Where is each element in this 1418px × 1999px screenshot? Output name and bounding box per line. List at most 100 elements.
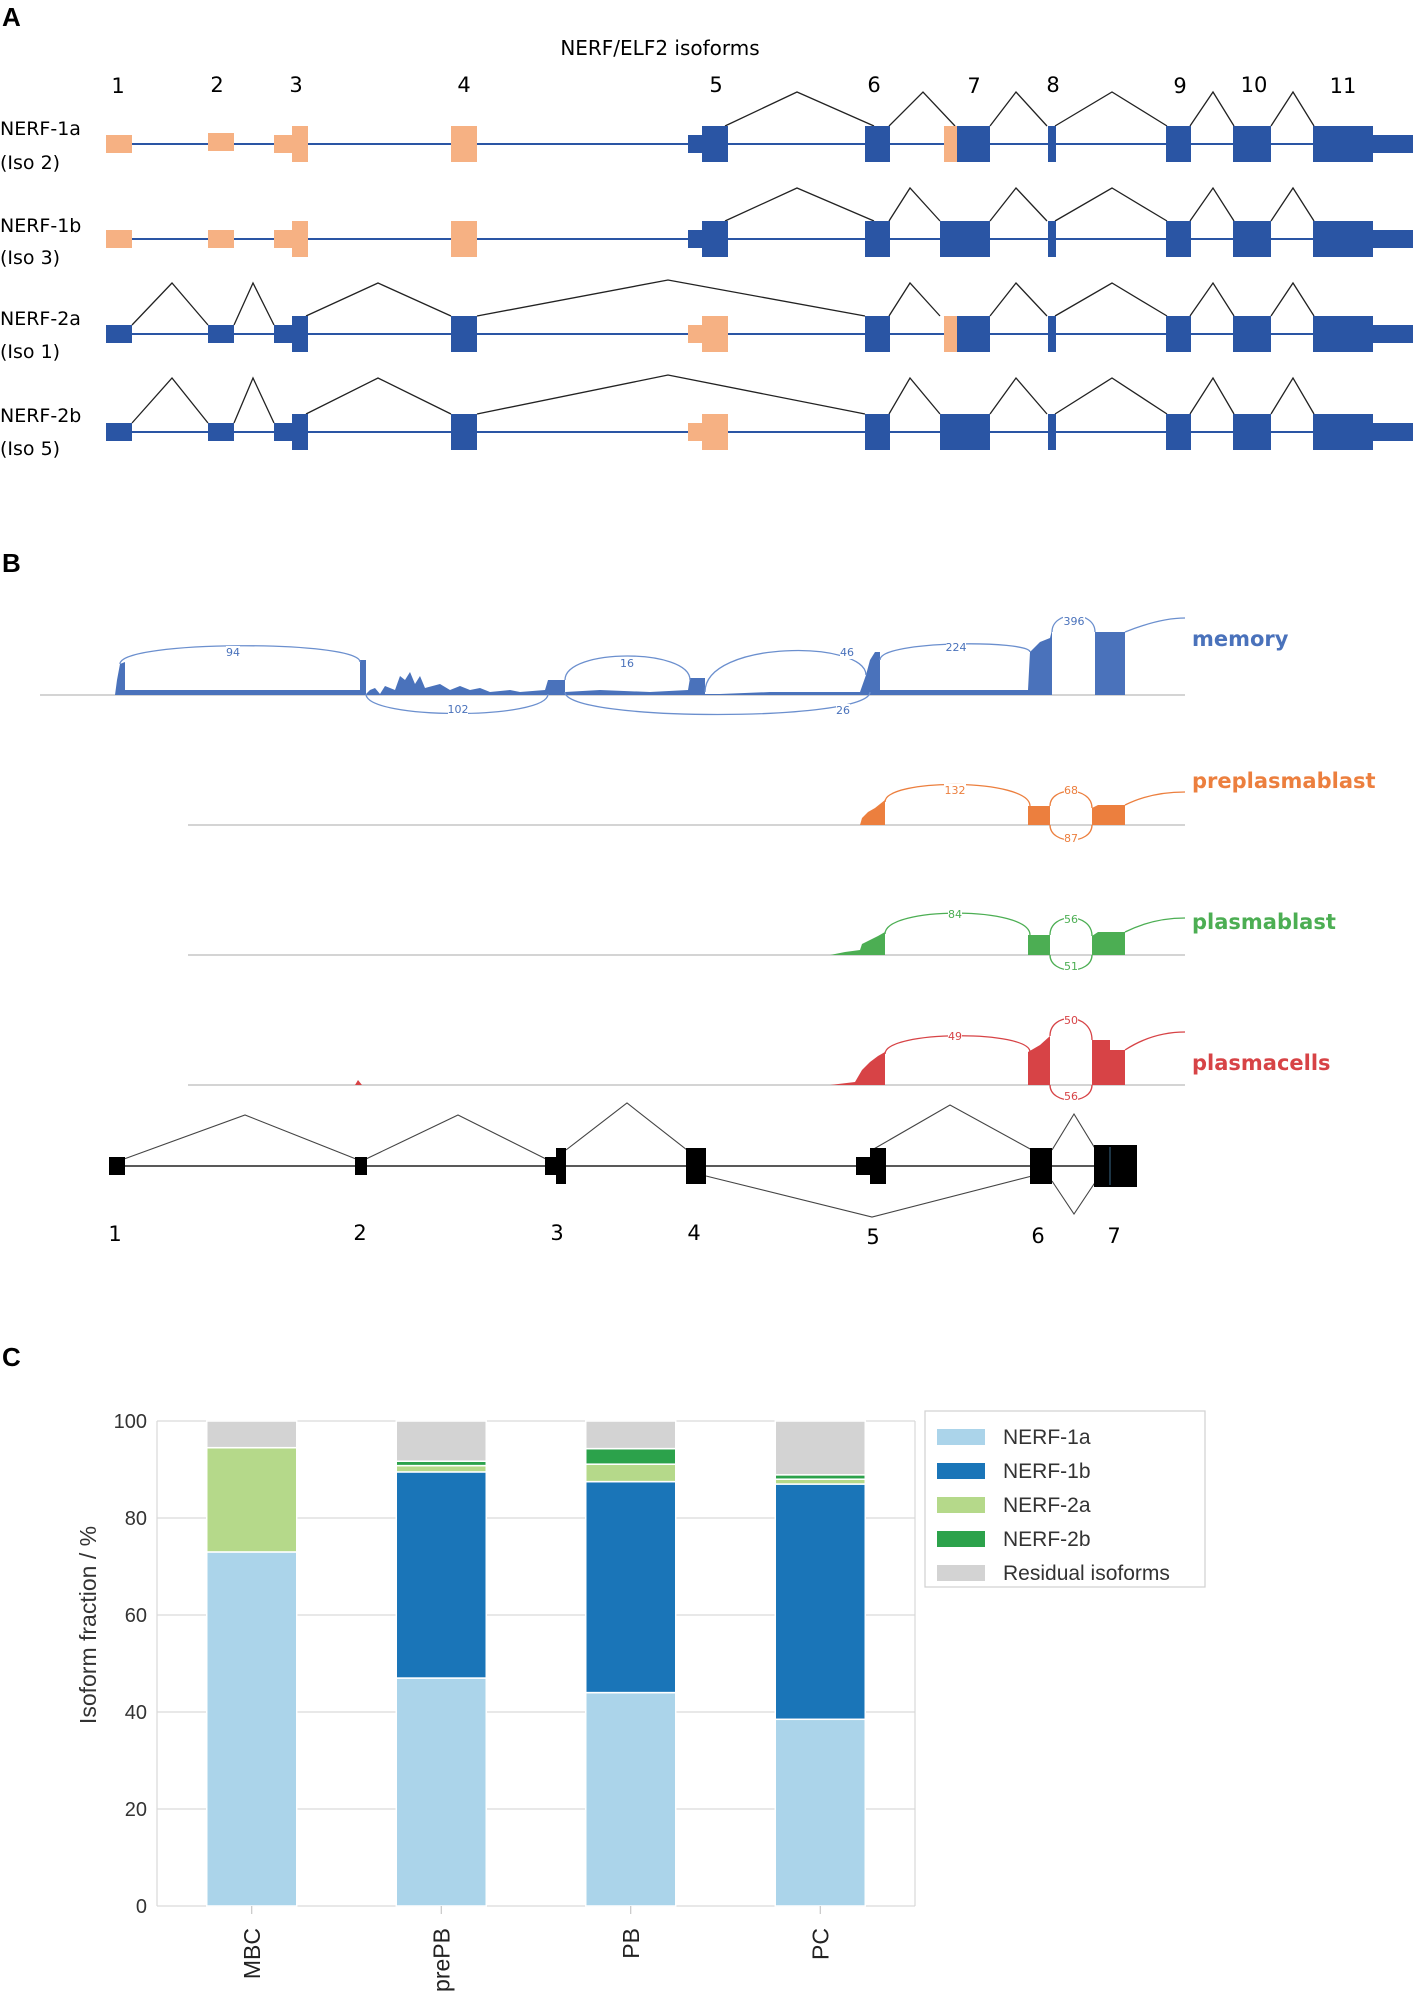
- gene-model: 1 2 3 4 5 6 7: [108, 1102, 1137, 1249]
- junction-count: 224: [946, 641, 967, 654]
- splice-arc: [989, 282, 1048, 317]
- splice-arc: [1051, 1180, 1097, 1215]
- exon-coding: [865, 414, 890, 450]
- y-tick-label: 0: [136, 1896, 147, 1918]
- coverage-area: [860, 800, 885, 825]
- legend-swatch: [937, 1429, 985, 1445]
- exon-coding: [1166, 126, 1191, 162]
- exon-coding: [1166, 221, 1191, 257]
- legend-label: NERF-2b: [1003, 1528, 1091, 1551]
- junction-label-bg: [226, 646, 240, 659]
- panel-a-exon-numbers: 1 2 3 4 5 6 7 8 9 10 11: [111, 73, 1356, 98]
- splice-arc: [365, 1114, 547, 1160]
- panel-c-letter: C: [2, 1342, 21, 1372]
- exon-noncoding: [274, 135, 294, 153]
- exon-noncoding: [292, 126, 308, 162]
- exon-coding: [702, 126, 728, 162]
- splice-arc: [476, 374, 866, 415]
- panel-a-title: NERF/ELF2 isoforms: [560, 36, 759, 60]
- splice-arc: [1270, 186, 1315, 222]
- exon-coding: [1313, 126, 1373, 162]
- splice-arc: [724, 187, 875, 222]
- exon-coding: [451, 316, 477, 352]
- gene-exon: [856, 1157, 872, 1175]
- exon-noncoding: [688, 423, 704, 441]
- exon-noncoding: [944, 316, 959, 352]
- junction-arc: [564, 655, 691, 681]
- junction-label-bg: [1064, 960, 1078, 973]
- y-axis-label: Isoform fraction / %: [75, 1526, 101, 1724]
- exon-coding: [865, 126, 890, 162]
- sashimi-track-plasmacells: 49 50 56 plasmacells: [188, 1014, 1331, 1103]
- y-tick-label: 100: [114, 1411, 147, 1433]
- splice-arc: [1189, 376, 1235, 415]
- coverage-area: [1092, 1040, 1125, 1085]
- bar-segment-nerf-1a-mbc: [206, 1551, 298, 1907]
- exon-number: 7: [1107, 1224, 1120, 1248]
- gene-exon: [556, 1148, 566, 1184]
- exon-coding: [1048, 221, 1056, 257]
- exon-coding: [940, 221, 990, 257]
- exon-coding: [1372, 230, 1413, 248]
- junction-count: 49: [948, 1030, 962, 1043]
- exon-noncoding: [702, 414, 728, 450]
- junction-count: 56: [1064, 1090, 1078, 1103]
- legend-label: Residual isoforms: [1003, 1562, 1170, 1585]
- junction-count: 46: [840, 646, 854, 659]
- exon-number: 4: [457, 73, 470, 97]
- exon-number: 9: [1173, 74, 1186, 98]
- exon-number: 11: [1330, 74, 1357, 98]
- sashimi-track-plasmablast: 84 56 51 plasmablast: [188, 908, 1336, 973]
- gene-exon: [1030, 1148, 1052, 1184]
- splice-arc: [705, 1175, 1033, 1218]
- splice-arc: [724, 91, 875, 127]
- exon-noncoding: [292, 221, 308, 257]
- junction-label-bg: [1064, 784, 1078, 797]
- isoform-track-nerf-2b: [106, 374, 1413, 450]
- junction-label-bg: [1064, 832, 1078, 845]
- junction-count: 16: [620, 657, 634, 670]
- exon-noncoding: [274, 230, 294, 248]
- splice-arc: [1189, 281, 1235, 317]
- splice-arc: [888, 186, 941, 222]
- chart-legend: NERF-1a NERF-1b NERF-2a NERF-2b Residual iso…: [924, 1410, 1206, 1588]
- splice-arc: [1189, 90, 1235, 127]
- exon-coding: [274, 325, 294, 343]
- legend-swatch: [937, 1497, 985, 1513]
- splice-arc: [305, 282, 452, 317]
- junction-arc: [704, 649, 867, 693]
- exon-noncoding: [106, 135, 132, 153]
- coverage-area: [355, 1080, 362, 1085]
- bar-segment-nerf-2a-mbc: [206, 1446, 298, 1553]
- splice-arc: [888, 91, 956, 127]
- exon-coding: [1313, 414, 1373, 450]
- coverage-area: [1028, 935, 1050, 955]
- exon-noncoding: [451, 221, 477, 257]
- track-label: memory: [1192, 627, 1289, 651]
- splice-arc: [888, 376, 941, 415]
- exon-number: 5: [709, 73, 722, 97]
- exon-coding: [1372, 325, 1413, 343]
- junction-count: 56: [1064, 913, 1078, 926]
- bar-segment-residual-isoforms-mbc: [206, 1420, 298, 1449]
- legend-label: NERF-1b: [1003, 1460, 1091, 1483]
- exon-coding: [940, 414, 990, 450]
- junction-arc: [1124, 791, 1186, 806]
- bar-segment-nerf-1a-prepb: [395, 1677, 487, 1907]
- panel-a-letter: A: [2, 2, 21, 32]
- splice-arc: [1189, 186, 1235, 222]
- exon-number: 6: [867, 73, 880, 97]
- splice-arc: [123, 1114, 357, 1160]
- gene-exon: [545, 1157, 557, 1175]
- splice-arc: [1270, 376, 1315, 415]
- isoform-name: NERF-1b: [0, 215, 81, 237]
- bar-segment-nerf-1b-pc: [774, 1483, 866, 1721]
- exon-noncoding: [208, 133, 234, 151]
- splice-arc: [989, 187, 1048, 222]
- coverage-area: [1092, 932, 1125, 955]
- legend-label: NERF-2a: [1003, 1494, 1091, 1517]
- y-tick-label: 60: [125, 1605, 147, 1627]
- exon-number: 2: [210, 73, 223, 97]
- chart-axes: 0 20 40 60 80 100 MBC prePB PB PC: [114, 1411, 834, 1992]
- exon-coding: [1233, 316, 1271, 352]
